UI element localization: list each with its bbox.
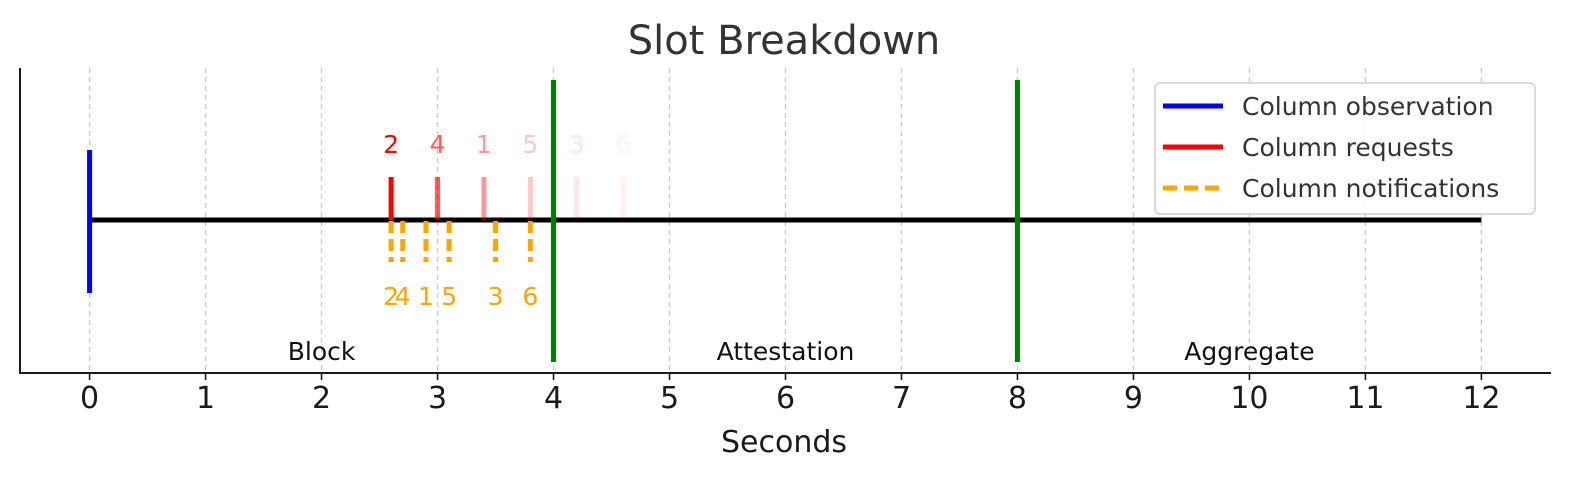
timeline-marks: 2 4 1 5 3 624 1 5 3 6 (87, 80, 1482, 362)
phase-labels: Block Attestation Aggregate (288, 337, 1315, 366)
legend-label: Column requests (1242, 133, 1454, 162)
x-tick-label: 7 (892, 381, 911, 416)
column-request-label: 4 (430, 130, 446, 159)
x-tick-label: 0 (80, 381, 99, 416)
x-tick-label: 2 (312, 381, 331, 416)
x-tick-label: 3 (428, 381, 447, 416)
column-notification-label: 5 (441, 282, 457, 311)
phase-label-block: Block (288, 337, 356, 366)
column-notification-label: 2 (383, 282, 399, 311)
column-notification-label: 3 (488, 282, 504, 311)
column-notification-label: 1 (418, 282, 434, 311)
x-tick-label: 6 (776, 381, 795, 416)
x-tick-label: 11 (1346, 381, 1384, 416)
x-tick-label: 8 (1008, 381, 1027, 416)
legend-label: Column notifications (1242, 174, 1499, 203)
legend: Column observation Column requests Column … (1154, 82, 1536, 215)
column-request-label: 6 (615, 130, 631, 159)
x-tick-label: 10 (1230, 381, 1268, 416)
x-tick-label: 5 (660, 381, 679, 416)
grid-lines (88, 68, 1483, 373)
x-tick-label: 12 (1462, 381, 1500, 416)
chart-title: Slot Breakdown (628, 18, 941, 64)
x-tick-label: 4 (544, 381, 563, 416)
axes: 0 1 2 3 4 5 6 7 8 9 10 11 12 (19, 68, 1551, 416)
x-tick-label: 9 (1124, 381, 1143, 416)
legend-box (1154, 82, 1536, 215)
column-request-label: 2 (383, 130, 399, 159)
column-request-label: 3 (569, 130, 585, 159)
column-notification-label: 4 (395, 282, 411, 311)
legend-label: Column observation (1242, 92, 1494, 121)
phase-label-aggregate: Aggregate (1184, 337, 1314, 366)
column-notification-label: 6 (522, 282, 538, 311)
column-request-label: 1 (476, 130, 492, 159)
x-axis-label: Seconds (721, 425, 847, 460)
phase-label-attestation: Attestation (717, 337, 855, 366)
x-tick-label: 1 (196, 381, 215, 416)
column-request-label: 5 (522, 130, 538, 159)
